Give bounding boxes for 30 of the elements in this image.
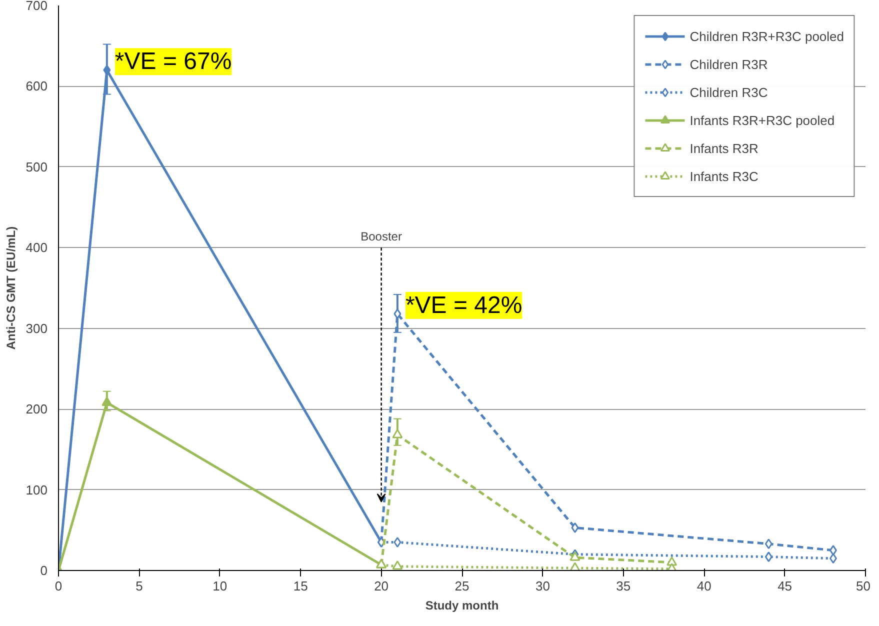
annotation: *VE = 67% [114, 48, 232, 76]
annotation: Booster [360, 230, 402, 244]
x-tick-label: 50 [856, 578, 871, 594]
y-tick-label: 200 [26, 402, 48, 417]
x-tick-label: 40 [696, 578, 712, 594]
x-tick-label: 0 [54, 578, 62, 594]
legend-label: Children R3R+R3C pooled [690, 28, 844, 44]
legend-label: Children R3R [690, 56, 768, 72]
legend-label: Infants R3C [690, 168, 758, 184]
y-axis-title: Anti-CS GMT (EU/mL) [4, 226, 18, 350]
x-tick-label: 45 [778, 578, 792, 594]
y-tick-label: 600 [26, 78, 48, 94]
annotation: *VE = 42% [405, 292, 522, 319]
x-tick-label: 25 [454, 578, 470, 594]
x-tick-label: 35 [616, 578, 631, 594]
y-tick-label: 700 [26, 0, 48, 13]
y-tick-label: 400 [26, 240, 48, 256]
x-axis-title: Study month [425, 598, 499, 612]
x-tick-label: 5 [136, 578, 143, 594]
y-tick-label: 500 [26, 159, 48, 174]
y-tick-label: 300 [26, 320, 48, 336]
x-tick-label: 10 [212, 578, 228, 594]
legend-label: Infants R3R+R3C pooled [690, 112, 835, 128]
legend-label: Infants R3R [690, 140, 758, 156]
x-tick-label: 15 [293, 578, 308, 594]
legend-label: Children R3C [690, 84, 768, 100]
x-tick-label: 30 [535, 578, 550, 594]
x-tick-label: 20 [374, 578, 389, 594]
y-tick-label: 100 [26, 482, 48, 498]
y-tick-label: 0 [40, 563, 48, 578]
